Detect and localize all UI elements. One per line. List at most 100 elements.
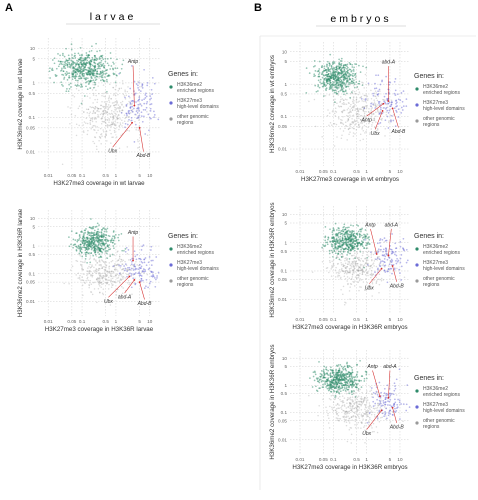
data-point	[365, 414, 368, 416]
data-point	[342, 248, 345, 250]
data-point	[354, 120, 357, 123]
data-point	[91, 247, 94, 250]
legend-label: enriched regions	[177, 250, 214, 256]
data-point	[340, 80, 343, 82]
data-point	[96, 50, 98, 53]
data-point	[114, 281, 116, 283]
data-point	[345, 266, 348, 269]
data-point	[337, 94, 340, 96]
data-point	[395, 111, 398, 113]
data-point	[319, 378, 322, 381]
data-point	[96, 236, 98, 239]
data-point	[89, 282, 91, 284]
data-point	[348, 271, 350, 274]
data-point	[101, 267, 103, 270]
data-point	[379, 106, 382, 109]
data-point	[138, 110, 140, 112]
data-point	[104, 136, 106, 138]
data-point	[326, 409, 328, 412]
data-point	[380, 399, 382, 402]
data-point	[79, 274, 81, 277]
data-point	[111, 253, 114, 256]
data-point	[373, 117, 375, 120]
data-point	[356, 86, 359, 88]
data-point	[117, 89, 120, 92]
data-point	[102, 275, 105, 277]
data-point	[374, 104, 376, 106]
data-point	[381, 238, 384, 241]
data-point	[330, 391, 333, 393]
data-point	[359, 263, 362, 266]
data-point	[57, 65, 60, 68]
data-point	[406, 259, 409, 262]
data-point	[134, 272, 137, 274]
data-point	[383, 237, 386, 239]
data-point	[377, 110, 379, 113]
data-point	[384, 119, 387, 122]
data-point	[105, 261, 108, 263]
data-point	[92, 92, 95, 95]
data-point	[384, 411, 386, 413]
data-point	[383, 387, 386, 390]
data-point	[382, 98, 384, 101]
data-point	[362, 252, 364, 254]
data-point	[99, 282, 101, 284]
data-point	[334, 110, 337, 112]
y-tick-label: 10	[30, 46, 36, 51]
data-point	[329, 121, 332, 124]
data-point	[136, 139, 139, 141]
data-point	[65, 73, 68, 76]
data-point	[109, 68, 112, 70]
data-point	[395, 100, 397, 102]
data-point	[349, 123, 351, 125]
data-point	[84, 258, 87, 260]
data-point	[95, 245, 98, 248]
data-point	[335, 381, 338, 384]
data-point	[339, 390, 342, 393]
data-point	[105, 132, 107, 135]
data-point	[348, 83, 350, 86]
data-point	[74, 243, 77, 246]
data-point	[95, 225, 98, 228]
data-point	[387, 270, 389, 273]
data-point	[149, 93, 151, 95]
data-point	[369, 268, 371, 270]
data-point	[334, 85, 337, 88]
data-point	[63, 63, 65, 66]
data-point	[103, 261, 105, 263]
data-point	[97, 287, 100, 290]
data-point	[128, 283, 130, 285]
data-point	[332, 389, 335, 392]
series-h3k36me2-enriched-regions	[48, 42, 125, 105]
data-point	[138, 264, 140, 267]
data-point	[96, 72, 98, 74]
data-point	[79, 278, 81, 280]
data-point	[124, 89, 126, 91]
data-point	[96, 101, 98, 103]
data-point	[349, 105, 351, 108]
data-point	[360, 413, 363, 416]
data-point	[65, 62, 67, 65]
data-point	[348, 269, 351, 271]
data-point	[340, 365, 343, 368]
data-point	[332, 255, 334, 258]
data-point	[87, 252, 90, 255]
data-point	[103, 270, 106, 272]
data-point	[100, 104, 102, 107]
data-point	[363, 380, 366, 382]
data-point	[94, 269, 97, 272]
data-point	[112, 136, 114, 138]
data-point	[369, 251, 372, 253]
data-point	[344, 301, 346, 304]
data-point	[322, 383, 324, 386]
data-point	[375, 281, 378, 283]
data-point	[355, 401, 357, 403]
data-point	[75, 123, 78, 125]
data-point	[382, 263, 385, 265]
data-point	[343, 79, 345, 81]
data-point	[352, 270, 354, 272]
data-point	[79, 255, 82, 257]
data-point	[345, 271, 347, 273]
data-point	[55, 67, 58, 70]
